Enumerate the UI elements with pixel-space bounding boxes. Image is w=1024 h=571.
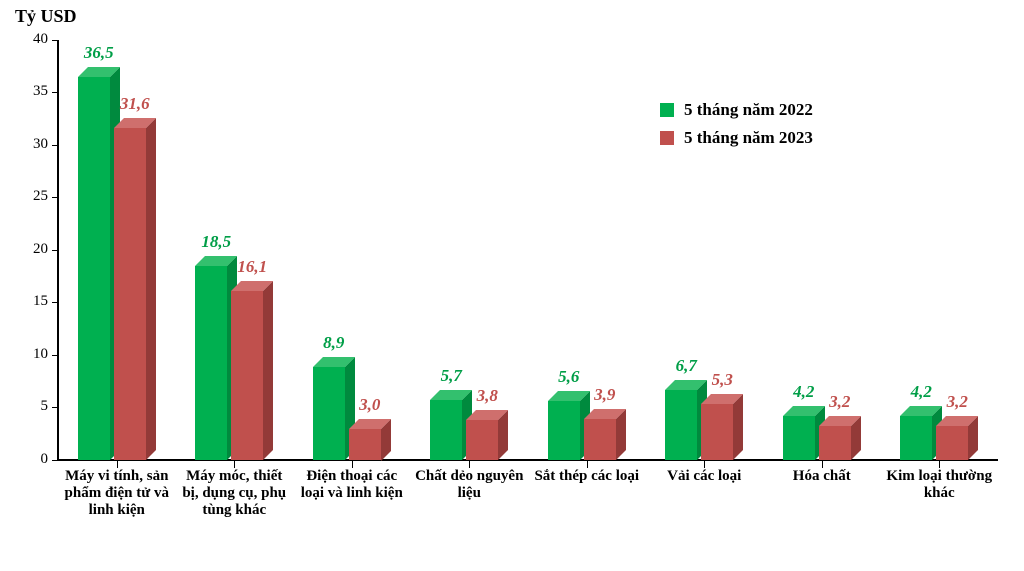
bar-side — [146, 118, 156, 460]
category-label: Hóa chất — [767, 468, 877, 485]
bar-front — [430, 400, 462, 460]
bar-value-label: 8,9 — [307, 333, 361, 353]
category-labels: Máy vi tính, sản phẩm điện tử và linh ki… — [58, 468, 998, 568]
y-axis-tick-label: 15 — [8, 293, 48, 310]
x-axis-tick — [117, 460, 118, 468]
x-axis-tick — [939, 460, 940, 468]
y-axis-tick-label: 35 — [8, 83, 48, 100]
bar-value-label: 3,0 — [343, 395, 397, 415]
bar-value-label: 3,9 — [578, 385, 632, 405]
bar-front — [665, 390, 697, 460]
x-axis-tick — [234, 460, 235, 468]
x-axis-tick — [352, 460, 353, 468]
category-label: Máy vi tính, sản phẩm điện tử và linh ki… — [62, 468, 172, 519]
bar-front — [78, 77, 110, 460]
legend-swatch — [660, 131, 674, 145]
bar-front — [900, 416, 932, 460]
bar-front — [231, 291, 263, 460]
y-axis-tick-label: 10 — [8, 346, 48, 363]
plot-area: 36,531,618,516,18,93,05,73,85,63,96,75,3… — [58, 40, 998, 460]
bar-group: 5,73,8 — [430, 40, 508, 460]
bar-front — [313, 367, 345, 460]
x-axis-tick — [587, 460, 588, 468]
x-axis-tick — [469, 460, 470, 468]
bar-value-label: 16,1 — [225, 257, 279, 277]
bar-front — [548, 401, 580, 460]
bar-front — [701, 404, 733, 460]
legend-item: 5 tháng năm 2022 — [660, 100, 813, 120]
y-axis-tick-label: 30 — [8, 136, 48, 153]
x-axis-tick — [822, 460, 823, 468]
bar-value-label: 5,3 — [695, 370, 749, 390]
y-axis-tick-label: 5 — [8, 398, 48, 415]
category-label: Chất dẻo nguyên liệu — [415, 468, 525, 502]
bar-group: 18,516,1 — [195, 40, 273, 460]
legend-item: 5 tháng năm 2023 — [660, 128, 813, 148]
bar-side — [263, 281, 273, 460]
legend-label: 5 tháng năm 2022 — [684, 100, 813, 120]
category-label: Sắt thép các loại — [532, 468, 642, 485]
category-label: Vải các loại — [650, 468, 760, 485]
bar-front — [195, 266, 227, 460]
bar-front — [349, 429, 381, 461]
category-label: Điện thoại các loại và linh kiện — [297, 468, 407, 502]
y-axis-tick-label: 40 — [8, 31, 48, 48]
category-label: Kim loại thường khác — [885, 468, 995, 502]
legend-label: 5 tháng năm 2023 — [684, 128, 813, 148]
bar-value-label: 31,6 — [108, 94, 162, 114]
y-axis-tick-label: 25 — [8, 188, 48, 205]
bar-front — [783, 416, 815, 460]
bar-value-label: 3,2 — [930, 392, 984, 412]
bar-value-label: 3,8 — [460, 386, 514, 406]
bar-group: 4,23,2 — [900, 40, 978, 460]
legend: 5 tháng năm 2022 5 tháng năm 2023 — [660, 100, 813, 156]
bar-value-label: 3,2 — [813, 392, 867, 412]
x-axis-tick — [704, 460, 705, 468]
category-label: Máy móc, thiết bị, dụng cụ, phụ tùng khá… — [180, 468, 290, 519]
bar-value-label: 18,5 — [189, 232, 243, 252]
y-axis-title: Tỷ USD — [15, 6, 77, 27]
bar-front — [819, 426, 851, 460]
bar-front — [584, 419, 616, 460]
bar-front — [466, 420, 498, 460]
bar-front — [114, 128, 146, 460]
bar-value-label: 5,7 — [424, 366, 478, 386]
y-axis-tick-label: 0 — [8, 451, 48, 468]
chart-container: Tỷ USD 0510152025303540 36,531,618,516,1… — [0, 0, 1024, 571]
bar-group: 5,63,9 — [548, 40, 626, 460]
bar-value-label: 36,5 — [72, 43, 126, 63]
bar-group: 8,93,0 — [313, 40, 391, 460]
bar-front — [936, 426, 968, 460]
bar-group: 36,531,6 — [78, 40, 156, 460]
y-axis-tick-label: 20 — [8, 241, 48, 258]
bar-side — [733, 394, 743, 460]
legend-swatch — [660, 103, 674, 117]
